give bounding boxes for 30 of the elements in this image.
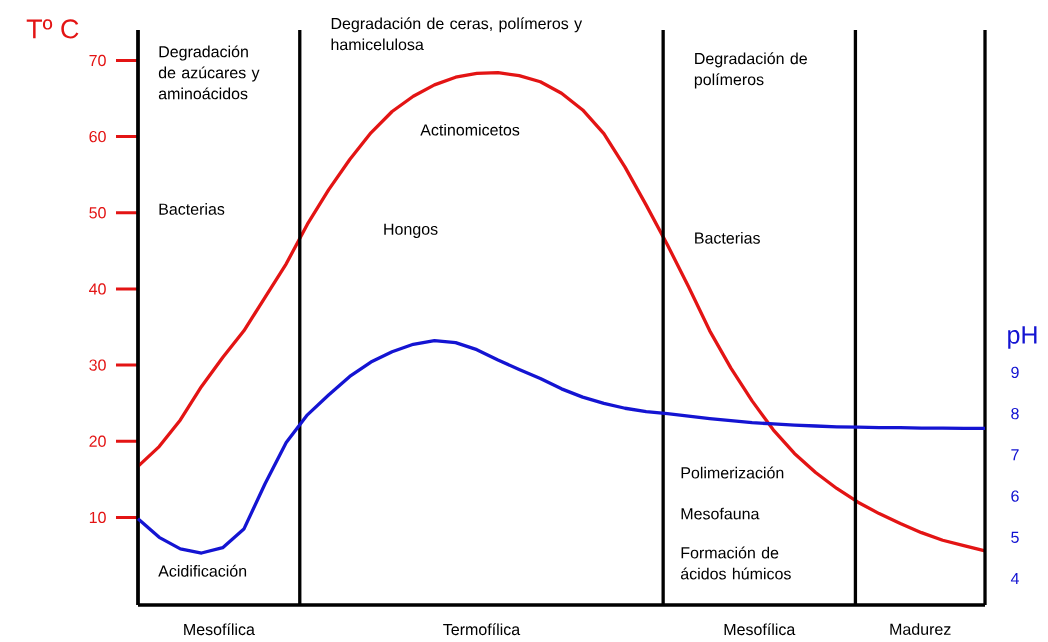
y-tick-label: 10: [89, 511, 106, 524]
annotation: Acidificación: [158, 564, 247, 577]
y-tick-label: 60: [89, 130, 106, 143]
annotation: Degradación de azúcares y aminoácidos: [158, 45, 260, 100]
text: Mesofílica: [184, 623, 255, 636]
annotation: Hongos: [384, 223, 438, 238]
y2-tick-label: 4: [1010, 573, 1019, 585]
annotation: Actinomicetos: [420, 123, 520, 136]
annotation: Bacterias: [159, 203, 225, 215]
text: Madurez: [890, 623, 951, 635]
y-tick-label: 30: [89, 359, 106, 371]
y2-tick-label: 5: [1011, 531, 1019, 543]
y2-axis-title: pH: [1008, 326, 1037, 349]
text: Termofílica: [443, 623, 521, 636]
annotation: Mesofauna: [681, 507, 760, 520]
annotation: Degradación de ceras, polímeros y hamicelulosa: [331, 17, 583, 51]
y-tick-label: 40: [89, 283, 106, 295]
y2-tick-label: 7: [1011, 449, 1019, 461]
text: Mesofílica: [724, 623, 796, 636]
y-axis-title: Tº C: [26, 19, 79, 39]
y2-tick-label: 9: [1011, 366, 1019, 379]
y-tick-label: 70: [89, 54, 106, 67]
annotation: Bacterias: [695, 232, 760, 244]
y-tick-label: 50: [89, 207, 106, 219]
annotation: Degradación de polímeros: [694, 52, 807, 89]
y2-tick-label: 8: [1011, 407, 1019, 420]
annotation: Polimerización: [681, 466, 784, 479]
annotation: Formación de ácidos húmicos: [680, 546, 791, 580]
y2-tick-label: 6: [1011, 490, 1019, 502]
y-tick-label: 20: [89, 435, 106, 447]
